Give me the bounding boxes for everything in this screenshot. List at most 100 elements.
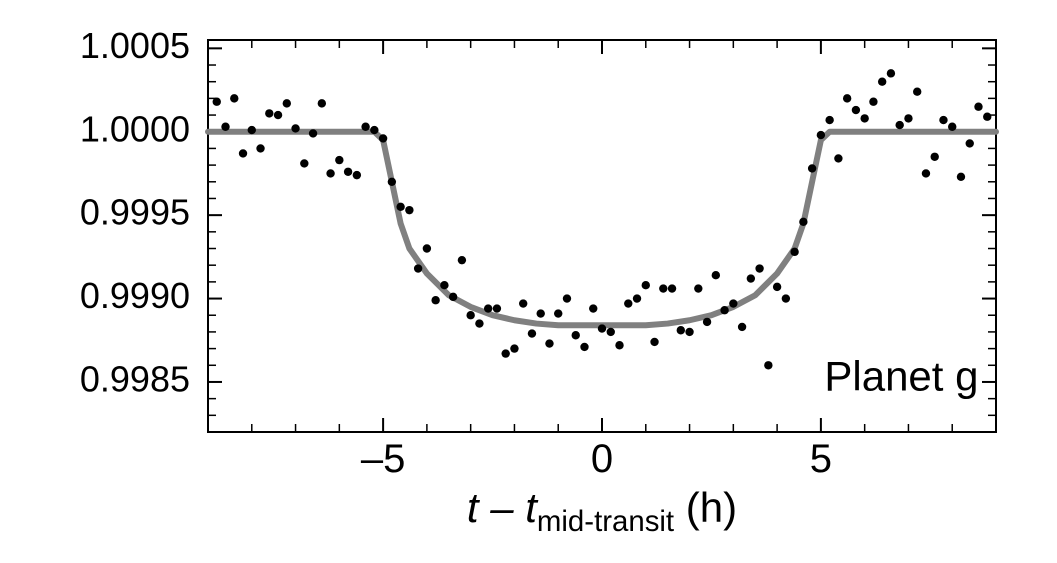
data-point: [852, 106, 860, 114]
data-point: [782, 294, 790, 302]
data-point: [607, 328, 615, 336]
data-point: [834, 154, 842, 162]
data-point: [922, 169, 930, 177]
data-point: [957, 173, 965, 181]
data-point: [659, 284, 667, 292]
data-point: [624, 299, 632, 307]
x-tick-label: 0: [591, 437, 613, 481]
data-point: [773, 283, 781, 291]
data-point: [931, 153, 939, 161]
y-tick-label: 0.9985: [80, 358, 190, 399]
data-point: [895, 121, 903, 129]
y-tick-label: 1.0005: [80, 25, 190, 66]
data-point: [939, 116, 947, 124]
data-point: [729, 299, 737, 307]
data-point: [230, 94, 238, 102]
data-point: [799, 218, 807, 226]
data-point: [580, 343, 588, 351]
data-point: [213, 98, 221, 106]
data-point: [869, 98, 877, 106]
data-point: [256, 144, 264, 152]
data-point: [668, 284, 676, 292]
data-point: [738, 323, 746, 331]
data-point: [545, 339, 553, 347]
data-point: [431, 296, 439, 304]
data-point: [326, 169, 334, 177]
data-point: [554, 309, 562, 317]
data-point: [572, 331, 580, 339]
data-point: [265, 109, 273, 117]
data-point: [633, 294, 641, 302]
data-point: [790, 248, 798, 256]
data-point: [239, 149, 247, 157]
transit-light-curve-chart: 0.9985 0.9990 0.9995 1.0000 1.0005 –5 0 5 t – tm…: [0, 0, 1057, 563]
x-tick-label: 5: [810, 437, 832, 481]
data-point: [484, 304, 492, 312]
data-point: [221, 123, 229, 131]
data-point: [677, 326, 685, 334]
data-point: [764, 361, 772, 369]
data-point: [335, 156, 343, 164]
transit-model-curve: [208, 132, 996, 325]
data-point: [747, 274, 755, 282]
data-point: [642, 281, 650, 289]
data-point: [353, 171, 361, 179]
data-point: [361, 123, 369, 131]
data-point: [948, 123, 956, 131]
data-point: [904, 114, 912, 122]
data-point: [720, 306, 728, 314]
data-point: [817, 131, 825, 139]
data-point: [318, 99, 326, 107]
data-point: [274, 111, 282, 119]
data-point: [615, 341, 623, 349]
y-tick-label: 0.9990: [80, 275, 190, 316]
y-tick-label: 0.9995: [80, 192, 190, 233]
data-point: [501, 349, 509, 357]
data-point: [291, 124, 299, 132]
data-point: [466, 311, 474, 319]
data-point: [309, 129, 317, 137]
chart-svg: 0.9985 0.9990 0.9995 1.0000 1.0005 –5 0 5 t – tm…: [0, 0, 1057, 563]
data-point: [396, 203, 404, 211]
x-tick-label: –5: [361, 437, 406, 481]
data-point: [405, 206, 413, 214]
data-point: [440, 281, 448, 289]
data-point: [370, 126, 378, 134]
data-point: [537, 309, 545, 317]
data-point: [703, 318, 711, 326]
data-point: [379, 134, 387, 142]
x-axis-label: t – tmid-transit (h): [467, 484, 737, 538]
data-point: [414, 264, 422, 272]
data-point: [650, 338, 658, 346]
data-point: [510, 344, 518, 352]
data-point: [528, 329, 536, 337]
data-point: [755, 264, 763, 272]
data-point: [825, 116, 833, 124]
data-point: [475, 319, 483, 327]
data-point: [843, 94, 851, 102]
data-point: [344, 168, 352, 176]
data-point: [685, 328, 693, 336]
data-point: [589, 304, 597, 312]
data-point: [808, 164, 816, 172]
data-point: [493, 304, 501, 312]
data-point: [966, 139, 974, 147]
data-point: [458, 256, 466, 264]
annotation-planet-g: Planet g: [824, 352, 978, 399]
data-point: [388, 178, 396, 186]
data-point: [283, 99, 291, 107]
data-point: [712, 271, 720, 279]
data-point: [300, 159, 308, 167]
y-tick-label: 1.0000: [80, 108, 190, 149]
data-point: [878, 78, 886, 86]
data-point: [248, 126, 256, 134]
data-point: [887, 69, 895, 77]
data-point: [860, 114, 868, 122]
data-point: [563, 294, 571, 302]
data-point: [519, 299, 527, 307]
data-point: [449, 293, 457, 301]
data-point: [598, 324, 606, 332]
data-point: [913, 88, 921, 96]
data-point: [694, 284, 702, 292]
data-point: [974, 103, 982, 111]
